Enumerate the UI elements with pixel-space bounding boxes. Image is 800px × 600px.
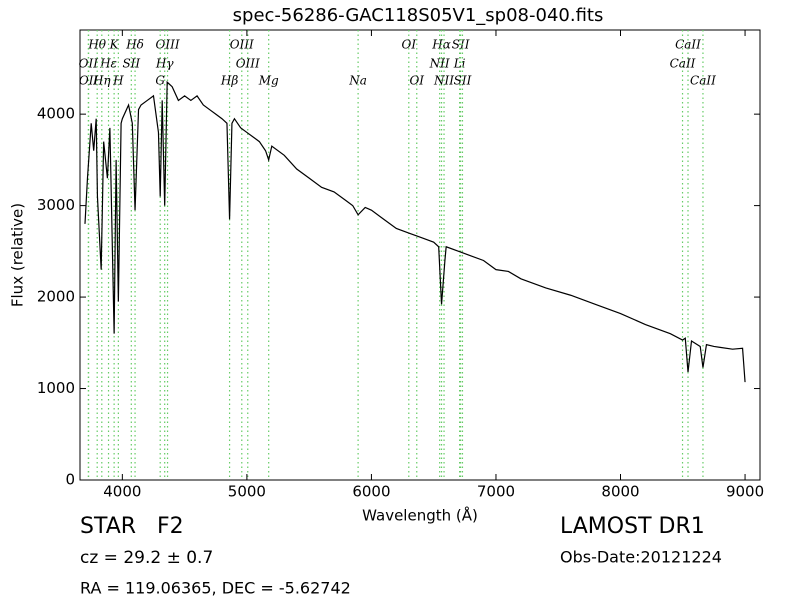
spectral-line-label: H bbox=[112, 74, 124, 88]
chart-title: spec-56286-GAC118S05V1_sp08-040.fits bbox=[233, 5, 604, 26]
spectral-line-label: Mg bbox=[258, 74, 279, 88]
y-axis-label: Flux (relative) bbox=[9, 203, 27, 307]
spectral-line-label: G bbox=[155, 74, 165, 88]
x-tick-label: 8000 bbox=[601, 483, 639, 501]
spectral-line-label: OIII bbox=[156, 38, 180, 52]
spectral-line-label: Hβ bbox=[220, 74, 238, 88]
object-class: STAR F2 bbox=[80, 514, 184, 539]
x-axis-label: Wavelength (Å) bbox=[362, 506, 478, 525]
spectral-line-label: OI bbox=[409, 74, 424, 88]
y-tick-label: 1000 bbox=[37, 379, 75, 397]
spectral-line-label: Hδ bbox=[125, 38, 144, 52]
x-tick-label: 7000 bbox=[477, 483, 515, 501]
spectral-line-label: K bbox=[109, 38, 120, 52]
spectral-line-label: SII bbox=[454, 74, 472, 88]
spectral-line-label: CaII bbox=[675, 38, 701, 52]
spectral-line-label: OII bbox=[79, 74, 99, 88]
x-tick-label: 5000 bbox=[228, 483, 266, 501]
spectral-line-label: CaII bbox=[690, 74, 716, 88]
spectral-line-label: Hη bbox=[92, 74, 111, 88]
spectral-line-label: OII bbox=[79, 57, 99, 71]
obs-date: Obs-Date:20121224 bbox=[560, 548, 722, 567]
spectral-line-label: NII bbox=[433, 74, 454, 88]
y-tick-label: 2000 bbox=[37, 288, 75, 306]
survey: LAMOST DR1 bbox=[560, 514, 705, 539]
spectral-line-label: Na bbox=[348, 74, 367, 88]
spectral-line-label: SII bbox=[122, 57, 140, 71]
redshift: cz = 29.2 ± 0.7 bbox=[80, 548, 213, 568]
spectrum bbox=[84, 80, 746, 383]
spectral-line-label: CaII bbox=[670, 57, 696, 71]
y-tick-label: 0 bbox=[65, 471, 75, 489]
spectral-line-label: SII bbox=[452, 38, 470, 52]
coordinates: RA = 119.06365, DEC = -5.62742 bbox=[80, 579, 351, 598]
spectral-line-label: Li bbox=[453, 57, 466, 71]
spectral-line-label: Hγ bbox=[155, 57, 174, 71]
spectral-line-label: Hε bbox=[99, 57, 117, 71]
spectral-line-label: OIII bbox=[236, 57, 260, 71]
x-tick-label: 9000 bbox=[726, 483, 764, 501]
spectral-line-label: Hθ bbox=[87, 38, 106, 52]
spectral-line-label: Hα bbox=[431, 38, 451, 52]
spectral-line-label: NII bbox=[429, 57, 450, 71]
y-tick-label: 3000 bbox=[37, 196, 75, 214]
spectral-line-label: OI bbox=[402, 38, 417, 52]
x-tick-label: 4000 bbox=[103, 483, 141, 501]
spectral-line-label: OIII bbox=[230, 38, 254, 52]
plot-frame bbox=[79, 29, 761, 481]
y-tick-label: 4000 bbox=[37, 105, 75, 123]
x-tick-label: 6000 bbox=[352, 483, 390, 501]
